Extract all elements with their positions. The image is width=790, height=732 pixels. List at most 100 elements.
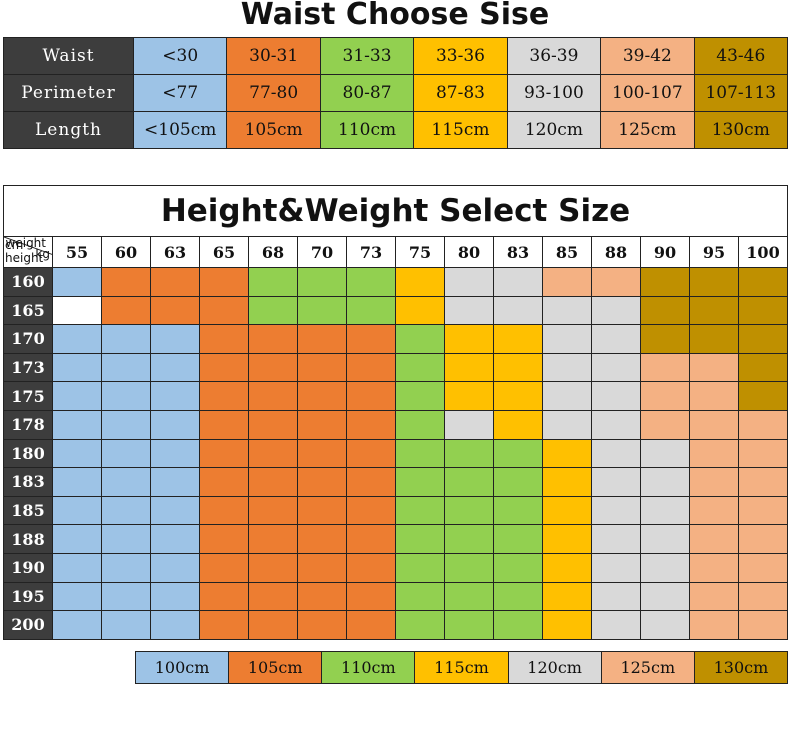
size-color-cell — [591, 495, 641, 526]
size-color-cell — [297, 581, 347, 612]
size-color-cell — [52, 295, 102, 326]
size-color-cell — [150, 610, 200, 640]
size-color-cell — [689, 409, 739, 440]
size-color-cell — [199, 267, 249, 297]
height-row-label: 185 — [3, 495, 53, 526]
size-color-cell — [199, 324, 249, 354]
diagonal-divider — [4, 237, 52, 255]
size-color-cell — [591, 610, 641, 640]
length-legend-cell: 120cm — [507, 651, 602, 684]
waist-row-label: Waist — [3, 37, 134, 75]
size-color-cell — [199, 495, 249, 526]
size-color-cell — [297, 524, 347, 554]
height-row-label: 180 — [3, 438, 53, 469]
size-color-cell — [150, 267, 200, 297]
corner-cm-label: cm — [5, 238, 24, 252]
weight-column-header: 70 — [297, 236, 347, 268]
size-color-cell — [591, 581, 641, 612]
size-color-cell — [199, 438, 249, 469]
size-color-cell — [199, 381, 249, 411]
weight-column-header: 60 — [101, 236, 151, 268]
size-color-cell — [640, 352, 690, 383]
weight-column-header: 80 — [444, 236, 494, 268]
height-row-label: 175 — [3, 381, 53, 411]
waist-cell: <77 — [132, 74, 228, 112]
size-color-cell — [444, 438, 494, 469]
corner-height-label: height — [5, 251, 44, 265]
size-color-cell — [640, 524, 690, 554]
size-color-cell — [640, 581, 690, 612]
size-color-cell — [542, 610, 592, 640]
size-color-cell — [689, 524, 739, 554]
size-color-cell — [542, 495, 592, 526]
size-color-cell — [689, 467, 739, 497]
size-color-cell — [101, 295, 151, 326]
size-color-cell — [150, 552, 200, 583]
waist-cell: 87-83 — [413, 74, 508, 112]
waist-cell: 130cm — [693, 111, 789, 149]
size-color-cell — [738, 267, 788, 297]
size-color-cell — [738, 495, 788, 526]
size-color-cell — [640, 381, 690, 411]
size-color-cell — [591, 438, 641, 469]
size-color-cell — [395, 610, 445, 640]
size-color-cell — [542, 324, 592, 354]
size-color-cell — [101, 467, 151, 497]
height-row-label: 160 — [3, 267, 53, 297]
size-color-cell — [248, 438, 298, 469]
size-color-cell — [248, 409, 298, 440]
height-table-row: 190 — [3, 552, 788, 583]
size-color-cell — [248, 495, 298, 526]
size-color-cell — [52, 352, 102, 383]
height-table-row: 200 — [3, 610, 788, 640]
size-color-cell — [297, 267, 347, 297]
size-color-cell — [52, 524, 102, 554]
size-color-cell — [297, 438, 347, 469]
waist-cell: 115cm — [413, 111, 508, 149]
size-color-cell — [640, 467, 690, 497]
size-color-cell — [493, 495, 543, 526]
size-color-cell — [395, 267, 445, 297]
length-legend-cell: 125cm — [600, 651, 695, 684]
size-color-cell — [493, 381, 543, 411]
height-row-label: 170 — [3, 324, 53, 354]
size-color-cell — [444, 552, 494, 583]
size-color-cell — [150, 438, 200, 469]
waist-chart-title: Waist Choose Sise — [240, 0, 550, 32]
size-color-cell — [542, 581, 592, 612]
size-color-cell — [101, 324, 151, 354]
size-color-cell — [248, 552, 298, 583]
weight-column-header: 75 — [395, 236, 445, 268]
height-row-label: 178 — [3, 409, 53, 440]
size-color-cell — [199, 552, 249, 583]
size-color-cell — [297, 352, 347, 383]
length-legend-cell: 105cm — [228, 651, 323, 684]
size-color-cell — [542, 267, 592, 297]
size-color-cell — [297, 610, 347, 640]
size-color-cell — [52, 438, 102, 469]
size-color-cell — [346, 438, 396, 469]
size-color-cell — [591, 324, 641, 354]
size-color-cell — [52, 324, 102, 354]
size-color-cell — [591, 267, 641, 297]
waist-cell: 105cm — [226, 111, 321, 149]
size-color-cell — [346, 409, 396, 440]
size-color-cell — [346, 295, 396, 326]
size-color-cell — [493, 438, 543, 469]
waist-cell: 31-33 — [319, 37, 415, 75]
size-color-cell — [738, 581, 788, 612]
size-color-cell — [689, 552, 739, 583]
size-color-cell — [493, 467, 543, 497]
size-color-cell — [346, 324, 396, 354]
size-color-cell — [542, 381, 592, 411]
size-color-cell — [591, 352, 641, 383]
waist-cell: 30-31 — [226, 37, 321, 75]
height-table-row: 170 — [3, 324, 788, 354]
size-color-cell — [395, 324, 445, 354]
size-color-cell — [395, 295, 445, 326]
size-color-cell — [346, 610, 396, 640]
size-color-cell — [297, 467, 347, 497]
size-color-cell — [738, 524, 788, 554]
size-color-cell — [346, 524, 396, 554]
size-color-cell — [640, 324, 690, 354]
